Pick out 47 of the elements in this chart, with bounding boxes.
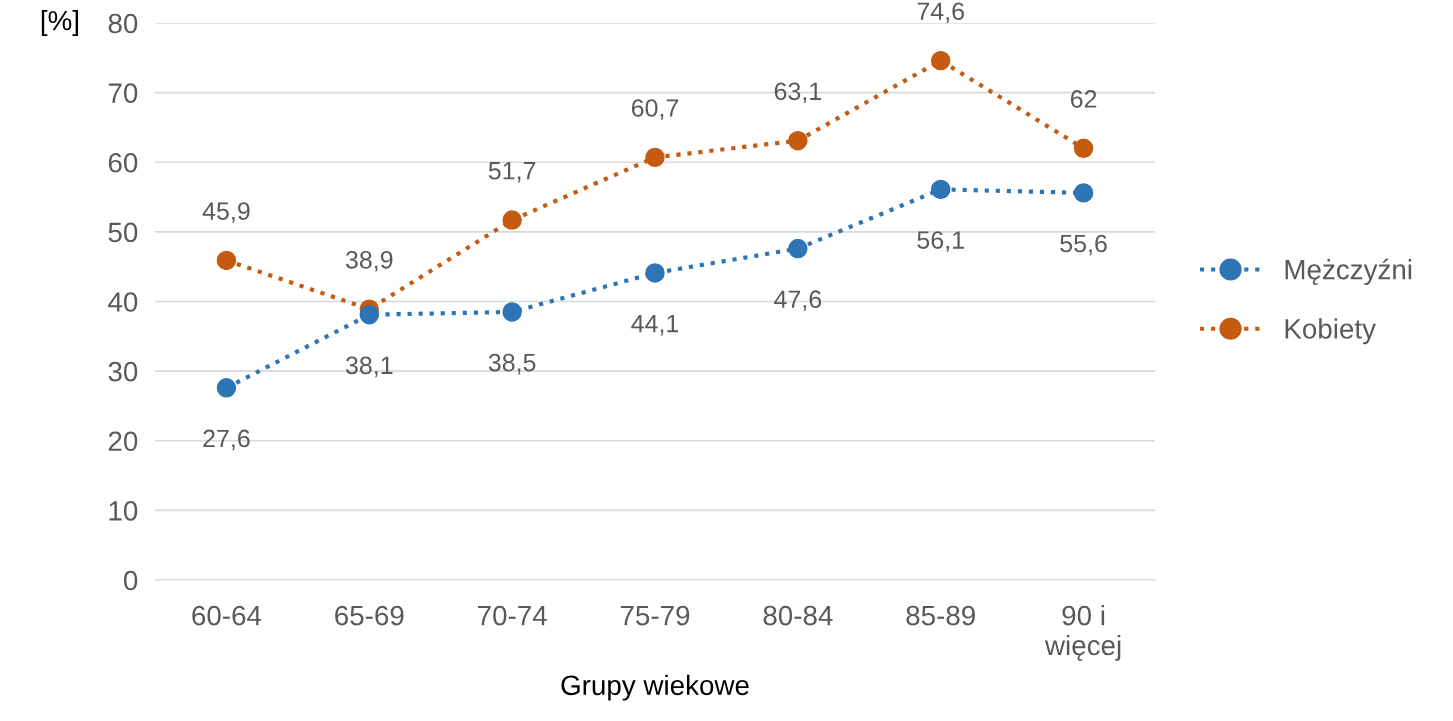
point	[930, 50, 951, 71]
point	[788, 238, 808, 259]
data-label: 55,6	[1060, 234, 1107, 256]
data-label: 38,5	[488, 353, 536, 375]
data-label: 60,7	[631, 99, 679, 120]
y-tick-label: 50	[108, 222, 138, 243]
data-label: 74,6	[917, 2, 964, 24]
data-label: 51,7	[488, 162, 536, 183]
point	[359, 305, 380, 325]
data-label: 38,9	[345, 250, 393, 272]
x-tick-label: 70-74	[478, 605, 547, 626]
data-label: 62	[1070, 90, 1097, 108]
data-label: 47,6	[774, 290, 822, 312]
data-label: 63,1	[774, 82, 821, 104]
legend-label: Mężczyźni	[1285, 258, 1412, 286]
y-tick-label: 20	[108, 431, 138, 452]
point	[502, 210, 522, 230]
y-axis-title: [%]	[41, 10, 79, 36]
data-label: 56,1	[917, 231, 964, 252]
legend-label: Kobiety	[1285, 318, 1376, 345]
point	[645, 147, 665, 168]
point	[502, 302, 522, 322]
y-tick-label: 0	[123, 570, 138, 591]
y-tick-label: 80	[108, 13, 138, 34]
x-axis-title: Grupy wiekowe	[561, 674, 749, 701]
point	[1073, 138, 1094, 159]
data-label: 45,9	[202, 202, 250, 223]
x-tick-label: 80-84	[763, 605, 833, 626]
y-tick-label: 60	[108, 152, 138, 173]
point	[216, 250, 237, 271]
point	[216, 378, 237, 398]
y-tick-label: 10	[109, 501, 138, 521]
y-tick-label: 40	[108, 292, 138, 312]
y-tick-label: 30	[108, 361, 138, 382]
x-tick-label: 75-79	[620, 605, 690, 626]
x-tick-label: 90 i więcej	[1044, 605, 1121, 661]
x-tick-label: 60-64	[192, 605, 262, 626]
x-tick-label: 85-89	[906, 605, 975, 626]
point	[930, 179, 951, 200]
point	[645, 263, 665, 283]
data-label: 27,6	[203, 429, 250, 451]
x-tick-label: 65-69	[335, 605, 404, 626]
y-tick-label: 70	[108, 83, 138, 103]
data-label: 44,1	[631, 315, 679, 336]
data-label: 38,1	[345, 356, 393, 378]
point	[788, 130, 808, 151]
point	[1073, 183, 1094, 203]
